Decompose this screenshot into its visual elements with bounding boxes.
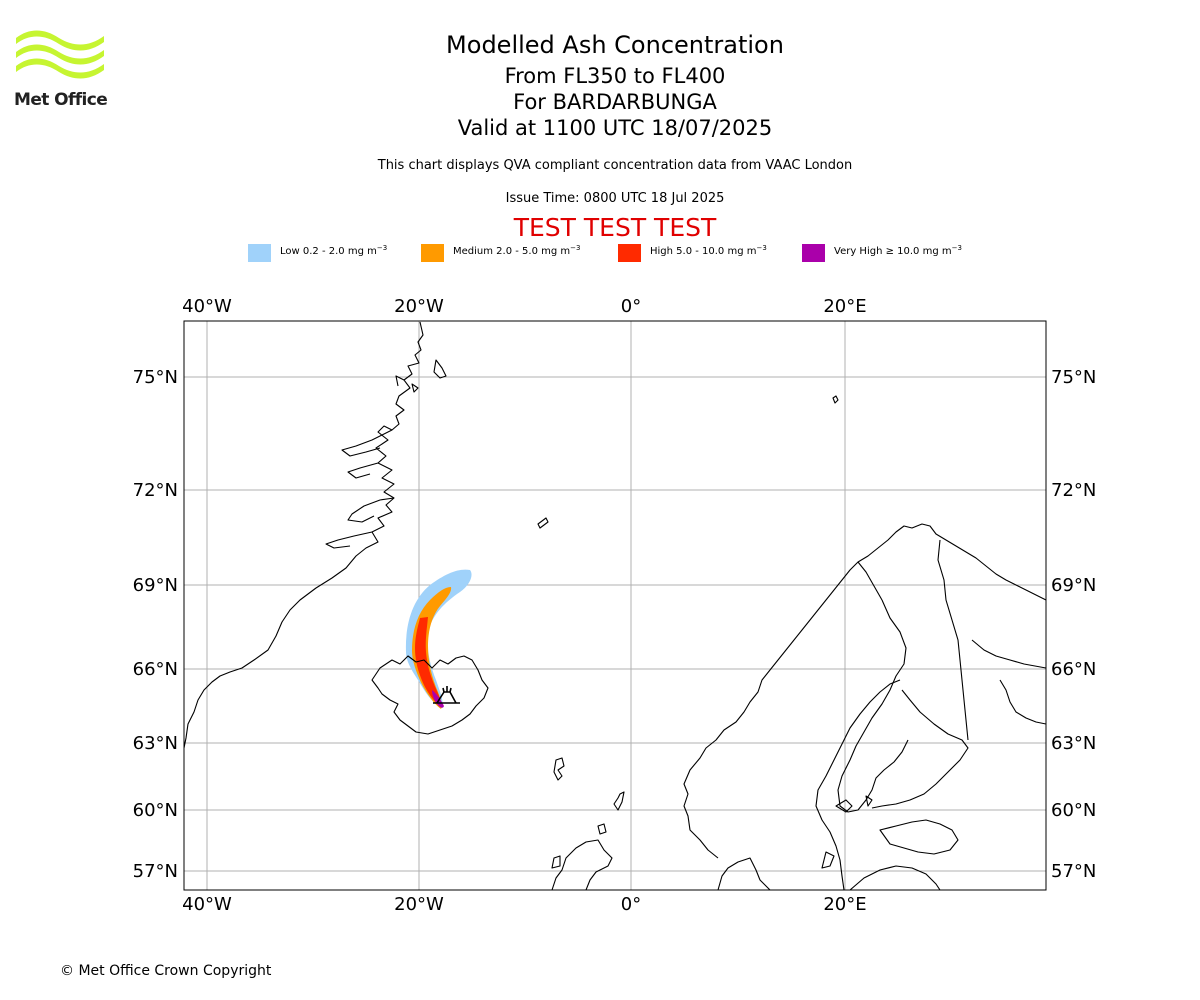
lat-label: 66°N [1051,659,1096,680]
estonia-coast [879,819,959,855]
met-office-wave-icon [16,30,104,79]
flight-level-range: From FL350 to FL400 [504,64,726,88]
coastlines [184,321,1046,890]
greenland-coast [184,321,424,749]
iceland-coast [371,655,489,735]
lon-label: 20°W [394,894,444,915]
southern-scandinavia-coast [849,865,941,890]
baltic-coast [815,679,901,890]
lon-labels-bottom: 40°W 20°W 0° 20°E [182,894,866,915]
faroe-coast [553,757,565,781]
finland-coast [871,689,969,809]
ash-plume [405,569,472,709]
orkney-coast [597,823,607,835]
met-office-logo: Met Office [14,30,114,112]
met-office-logo-text: Met Office [14,90,108,110]
lon-label: 20°W [394,296,444,317]
valid-time: Valid at 1100 UTC 18/07/2025 [457,116,773,140]
ash-high-region [415,617,442,707]
issue-time: Issue Time: 0800 UTC 18 Jul 2025 [505,191,725,206]
lat-labels-left: 75°N 72°N 69°N 66°N 63°N 60°N 57°N [133,367,178,882]
legend-label-low: Low 0.2 - 2.0 mg m [280,246,377,257]
lon-label: 0° [621,894,641,915]
legend-swatch-medium [421,244,444,262]
legend-exponent: −3 [951,244,962,252]
lat-label: 72°N [1051,480,1096,501]
chart-subtitle: This chart displays QVA compliant concen… [377,158,853,173]
copyright-notice: © Met Office Crown Copyright [60,963,272,979]
norway-coast [717,857,771,890]
lon-label: 40°W [182,296,232,317]
map-gridlines [184,321,1046,890]
lat-label: 72°N [133,480,178,501]
scotland-coast [551,839,613,890]
lat-label: 57°N [133,861,178,882]
lat-label: 75°N [133,367,178,388]
legend-swatch-high [618,244,641,262]
lat-labels-right: 75°N 72°N 69°N 66°N 63°N 60°N 57°N [1051,367,1096,882]
legend-exponent: −3 [570,244,581,252]
map-frame [183,320,1047,891]
test-banner: TEST TEST TEST [513,213,717,242]
lat-label: 66°N [133,659,178,680]
legend-swatch-low [248,244,271,262]
jan-mayen-coast [537,517,549,529]
bear-island-coast [832,395,839,404]
volcano-icon [433,686,460,704]
legend-label-high: High 5.0 - 10.0 mg m [650,246,757,257]
sweden-finland-border [837,599,909,813]
lon-label: 20°E [823,296,866,317]
lat-label: 60°N [1051,800,1096,821]
lat-label: 57°N [1051,861,1096,882]
lat-label: 69°N [1051,575,1096,596]
lat-label: 75°N [1051,367,1096,388]
shetland-coast [613,791,625,811]
legend-exponent: −3 [756,244,767,252]
lat-label: 63°N [133,733,178,754]
legend-label-medium: Medium 2.0 - 5.0 mg m [453,246,571,257]
chart-title: Modelled Ash Concentration [446,31,784,59]
lon-label: 20°E [823,894,866,915]
legend-label-very-high: Very High ≥ 10.0 mg m [834,246,952,257]
kola-coast [971,639,1046,669]
lon-label: 40°W [182,894,232,915]
lat-label: 69°N [133,575,178,596]
lon-labels-top: 40°W 20°W 0° 20°E [182,296,866,317]
russia-border [937,539,969,741]
volcano-name: For BARDARBUNGA [513,90,717,114]
legend-exponent: −3 [376,244,388,252]
lat-label: 63°N [1051,733,1096,754]
lat-label: 60°N [133,800,178,821]
legend-swatch-very-high [802,244,825,262]
lon-label: 0° [621,296,641,317]
